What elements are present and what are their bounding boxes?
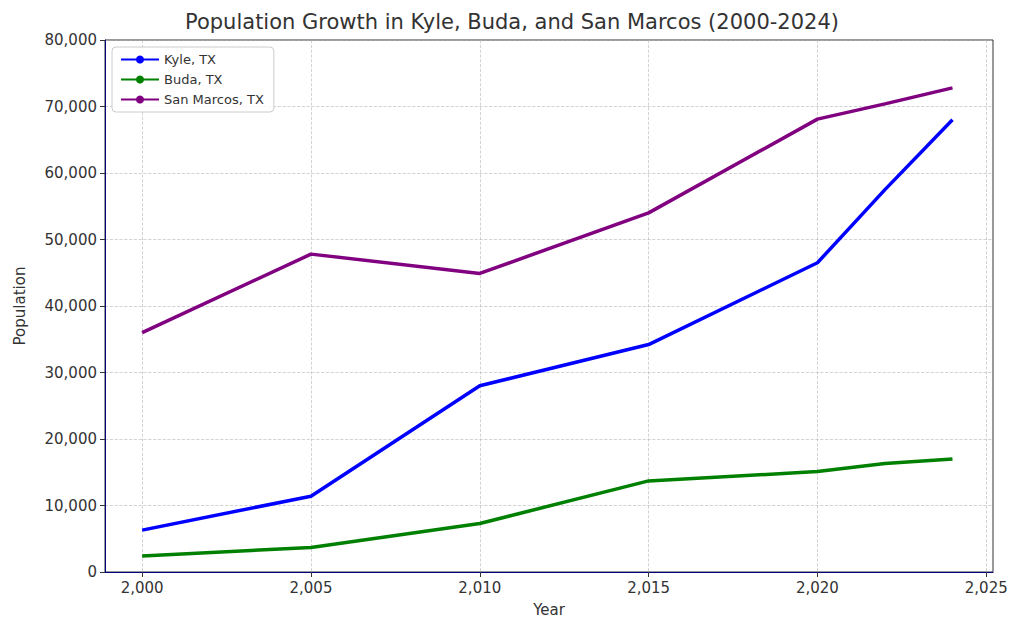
svg-text:50,000: 50,000 — [45, 231, 98, 249]
svg-text:70,000: 70,000 — [45, 98, 98, 116]
svg-text:Population: Population — [11, 267, 29, 346]
svg-text:40,000: 40,000 — [45, 297, 98, 315]
svg-text:2,015: 2,015 — [627, 579, 670, 597]
svg-text:San Marcos, TX: San Marcos, TX — [164, 92, 264, 107]
svg-text:Year: Year — [532, 601, 566, 619]
svg-text:80,000: 80,000 — [45, 31, 98, 49]
svg-text:60,000: 60,000 — [45, 164, 98, 182]
svg-text:2,025: 2,025 — [965, 579, 1008, 597]
svg-text:2,000: 2,000 — [121, 579, 164, 597]
svg-text:Buda, TX: Buda, TX — [164, 72, 223, 87]
svg-text:20,000: 20,000 — [45, 430, 98, 448]
svg-text:2,005: 2,005 — [289, 579, 332, 597]
svg-text:Population Growth in Kyle, Bud: Population Growth in Kyle, Buda, and San… — [185, 10, 839, 34]
svg-text:Kyle, TX: Kyle, TX — [164, 52, 216, 67]
svg-text:30,000: 30,000 — [45, 364, 98, 382]
svg-text:10,000: 10,000 — [45, 497, 98, 515]
svg-text:2,020: 2,020 — [796, 579, 839, 597]
svg-text:2,010: 2,010 — [458, 579, 501, 597]
svg-text:0: 0 — [87, 563, 97, 581]
